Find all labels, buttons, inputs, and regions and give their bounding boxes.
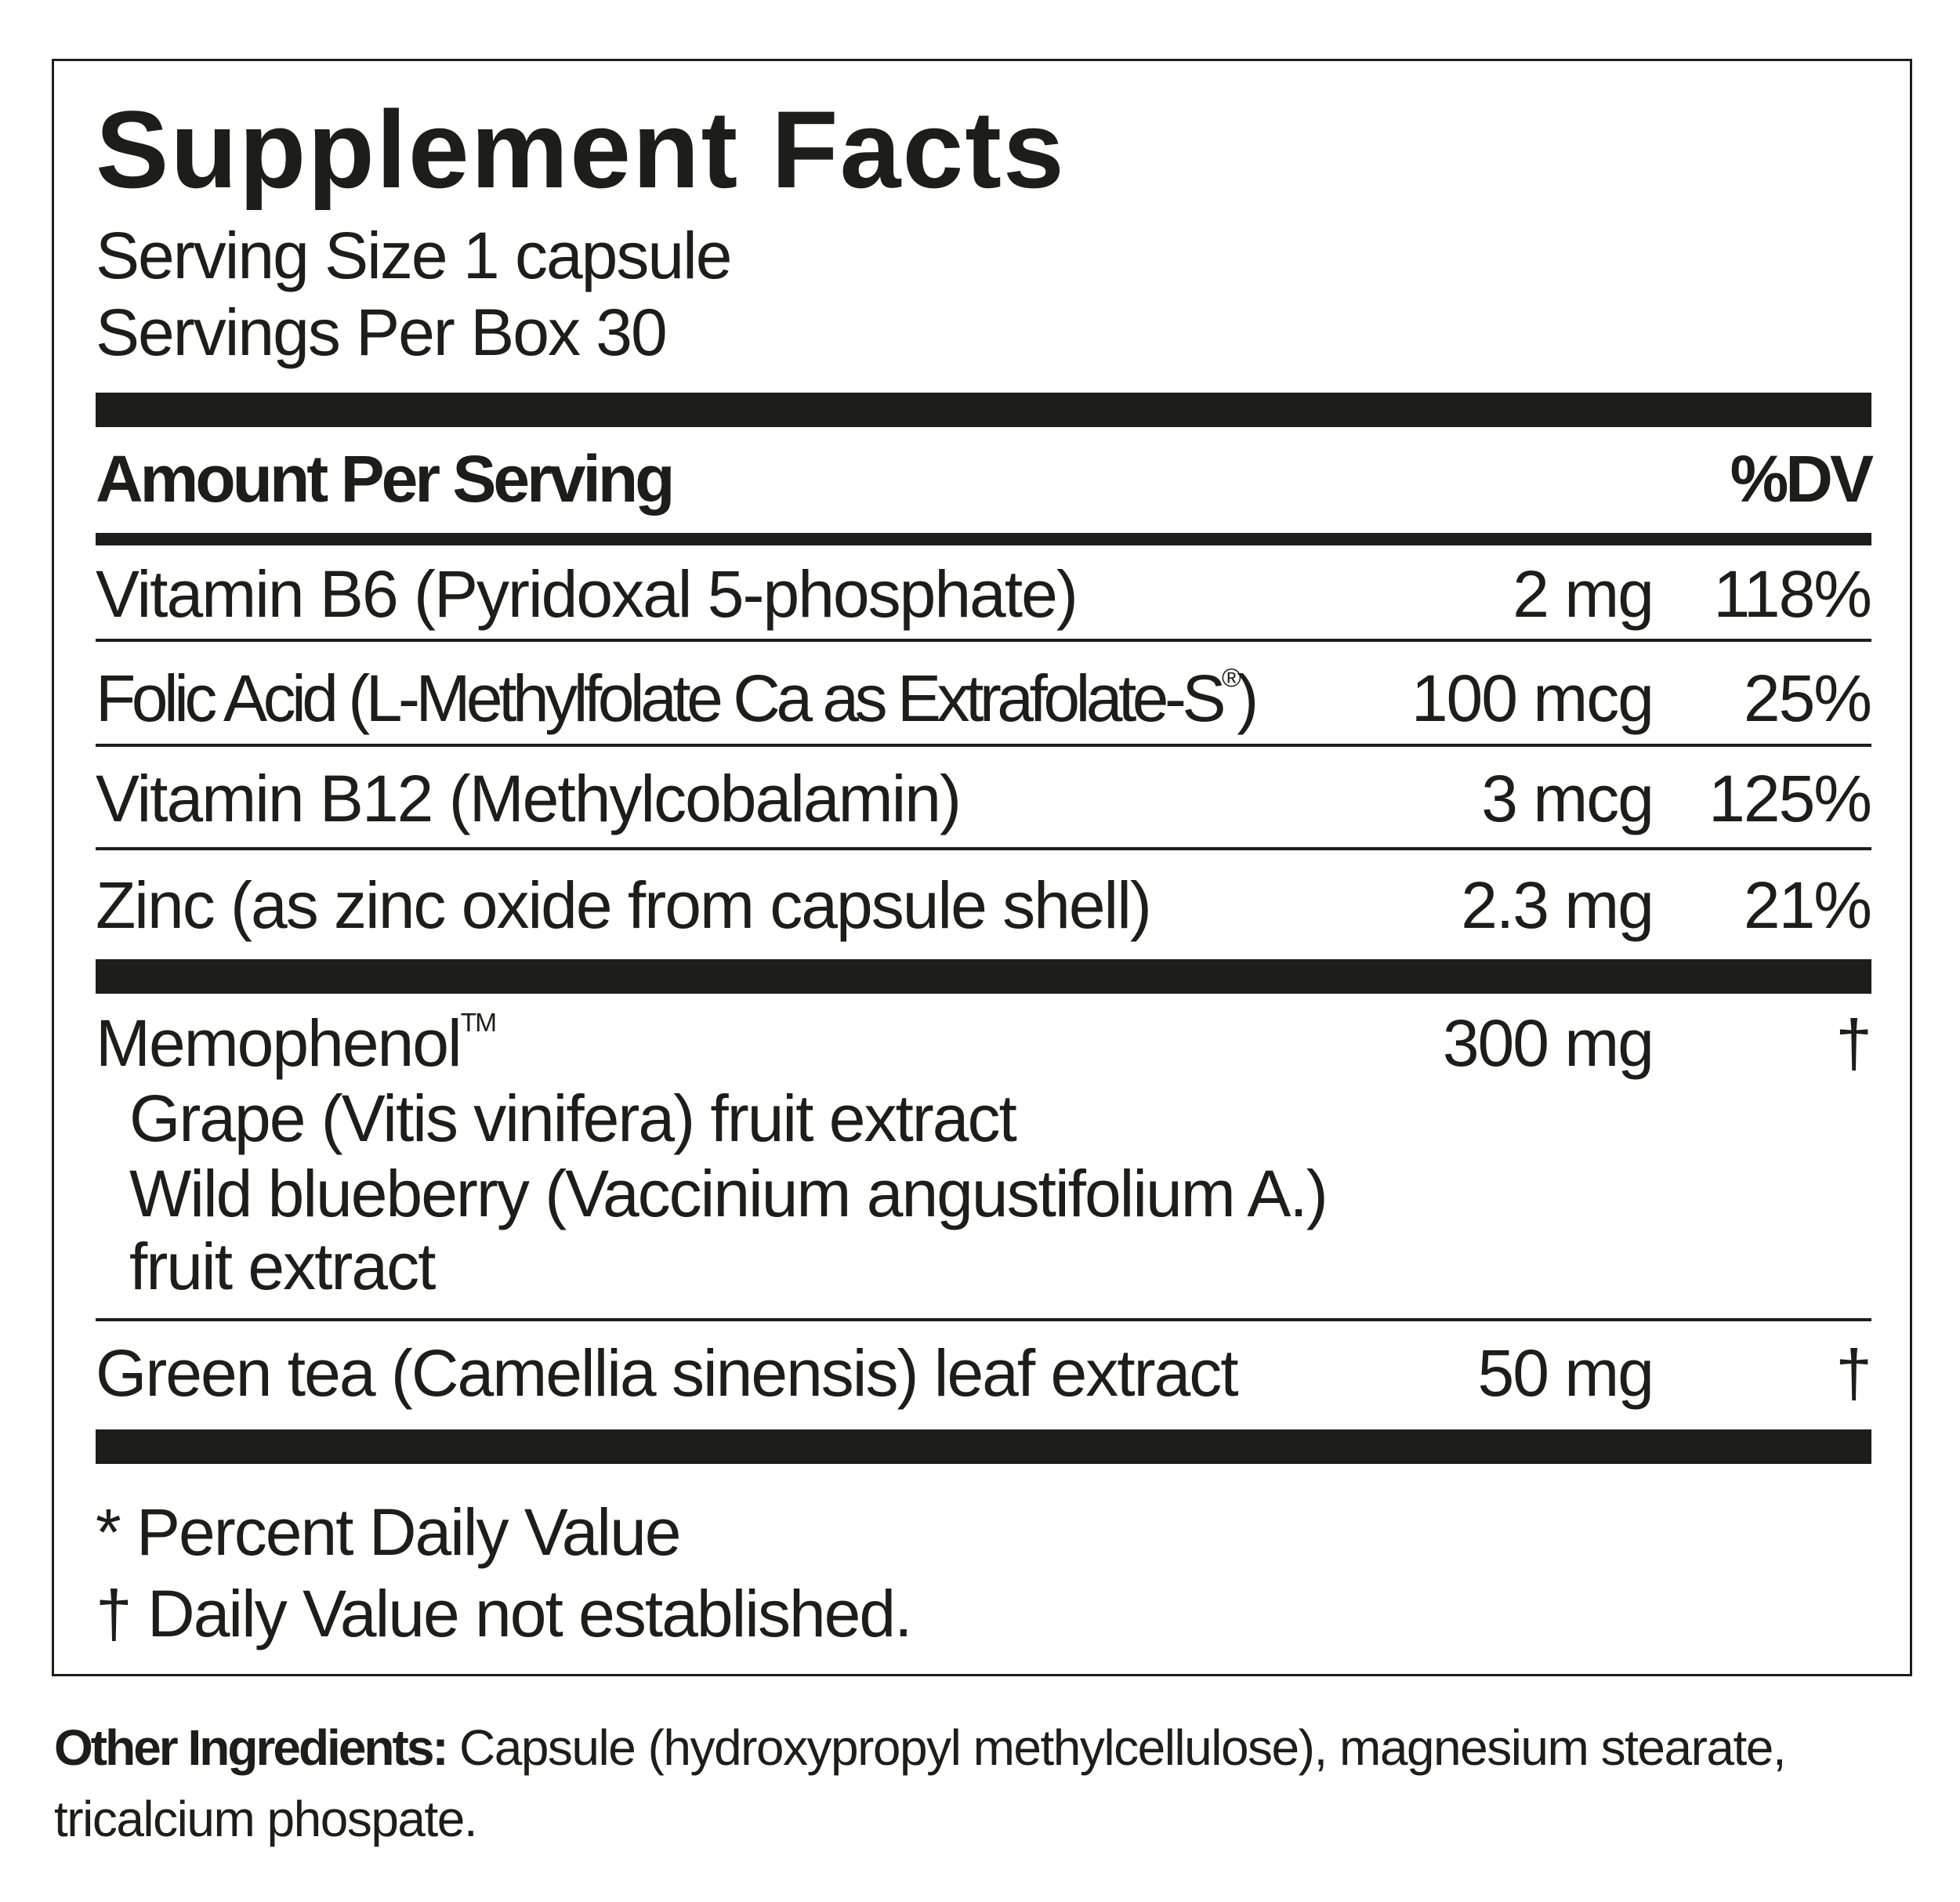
nutrient-name-end: ) — [1237, 661, 1259, 735]
blend-dv: † — [1835, 1006, 1872, 1080]
divider-thick — [96, 959, 1871, 994]
serving-size: Serving Size 1 capsule — [96, 219, 732, 292]
nutrient-name: Vitamin B12 (Methylcobalamin) — [96, 762, 962, 835]
divider-thin — [96, 639, 1871, 642]
divider-thin — [96, 1318, 1871, 1321]
nutrient-dv: 125% — [1708, 762, 1872, 835]
nutrient-amount: 2 mg — [1513, 557, 1654, 631]
divider-thick — [96, 393, 1871, 427]
nutrient-amount: 2.3 mg — [1461, 868, 1654, 942]
divider-medium — [96, 533, 1871, 545]
other-ingredients: Other Ingredients: Capsule (hydroxypropy… — [54, 1712, 1919, 1855]
nutrient-amount: 100 mcg — [1411, 661, 1654, 735]
nutrient-name: Folic Acid (L-Methylfolate Ca as Extrafo… — [96, 664, 1259, 731]
blend-component: fruit extract — [129, 1230, 436, 1303]
trademark: TM — [460, 1009, 498, 1038]
divider-thin — [96, 744, 1871, 747]
supplement-facts-panel — [52, 59, 1912, 1676]
panel-title: Supplement Facts — [96, 88, 1066, 211]
blend-component: Grape (Vitis vinifera) fruit extract — [129, 1081, 1017, 1155]
blend-name-text: Memophenol — [96, 1006, 462, 1080]
green-tea-name: Green tea (Camellia sinensis) leaf extra… — [96, 1336, 1239, 1410]
nutrient-dv: 21% — [1743, 868, 1872, 942]
green-tea-dv: † — [1835, 1336, 1872, 1410]
green-tea-amount: 50 mg — [1477, 1336, 1654, 1410]
dv-header: %DV — [1730, 442, 1874, 516]
footnote-dv-not-established: † Daily Value not established. — [96, 1577, 912, 1650]
nutrient-name-text: Folic Acid (L-Methylfolate Ca as Extrafo… — [96, 661, 1226, 735]
servings-per-container: Servings Per Box 30 — [96, 295, 668, 369]
registered-mark: ® — [1222, 664, 1241, 693]
nutrient-name: Zinc (as zinc oxide from capsule shell) — [96, 868, 1152, 942]
nutrient-dv: 118% — [1713, 557, 1872, 631]
blend-amount: 300 mg — [1442, 1006, 1654, 1080]
nutrient-name: Vitamin B6 (Pyridoxal 5-phosphate) — [96, 557, 1078, 631]
other-ingredients-label: Other Ingredients: — [54, 1719, 449, 1776]
amount-per-serving-header: Amount Per Serving — [96, 442, 675, 516]
nutrient-amount: 3 mcg — [1481, 762, 1654, 835]
divider-thick — [96, 1429, 1871, 1464]
nutrient-dv: 25% — [1743, 661, 1872, 735]
other-ingredients-text: Capsule (hydroxypropyl methylcellulose),… — [54, 1719, 1787, 1847]
divider-thin — [96, 847, 1871, 850]
footnote-percent-dv: * Percent Daily Value — [96, 1495, 681, 1569]
blend-name: MemophenolTM — [96, 1009, 498, 1076]
blend-component: Wild blueberry (Vaccinium angustifolium … — [129, 1157, 1328, 1230]
